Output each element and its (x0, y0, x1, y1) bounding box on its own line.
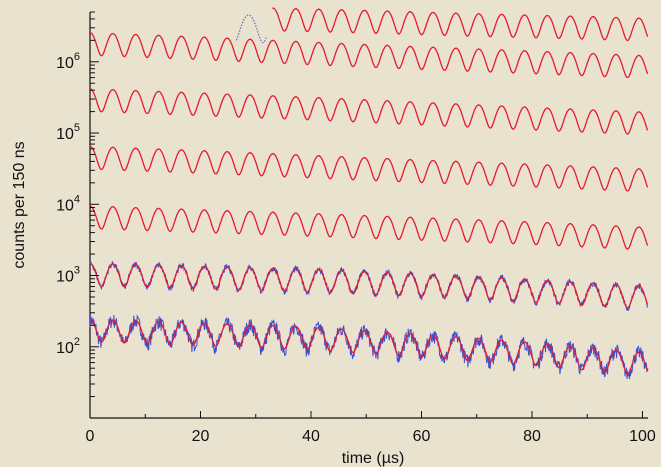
data-series-1 (89, 260, 648, 311)
y-tick-label: 104 (56, 193, 80, 214)
y-tick-label: 106 (56, 51, 80, 72)
y-tick-label: 105 (56, 122, 80, 143)
x-axis-label: time (µs) (342, 450, 405, 467)
fit-curve-2 (89, 205, 649, 250)
fit-curve-0 (89, 318, 649, 375)
x-tick-label: 0 (86, 428, 95, 445)
fit-curve-4 (89, 88, 649, 135)
y-tick-label: 102 (56, 336, 80, 357)
y-tick-label: 103 (56, 265, 80, 286)
x-tick-label: 80 (523, 428, 541, 445)
x-tick-label: 100 (629, 428, 656, 445)
series-layer (89, 7, 649, 380)
fit-curve-1 (89, 262, 649, 309)
fit-curve-3 (89, 145, 649, 192)
ticks: 0 20 40 60 80 100 102 103 104 105 106 (56, 11, 656, 445)
fit-curve-6 (272, 7, 649, 42)
y-axis-label: counts per 150 ns (11, 141, 28, 268)
x-tick-label: 20 (192, 428, 210, 445)
fit-curve-5 (89, 32, 649, 79)
x-tick-label: 40 (302, 428, 320, 445)
data-series-0 (89, 313, 649, 380)
x-tick-label: 60 (413, 428, 431, 445)
inset-wave (235, 14, 268, 44)
